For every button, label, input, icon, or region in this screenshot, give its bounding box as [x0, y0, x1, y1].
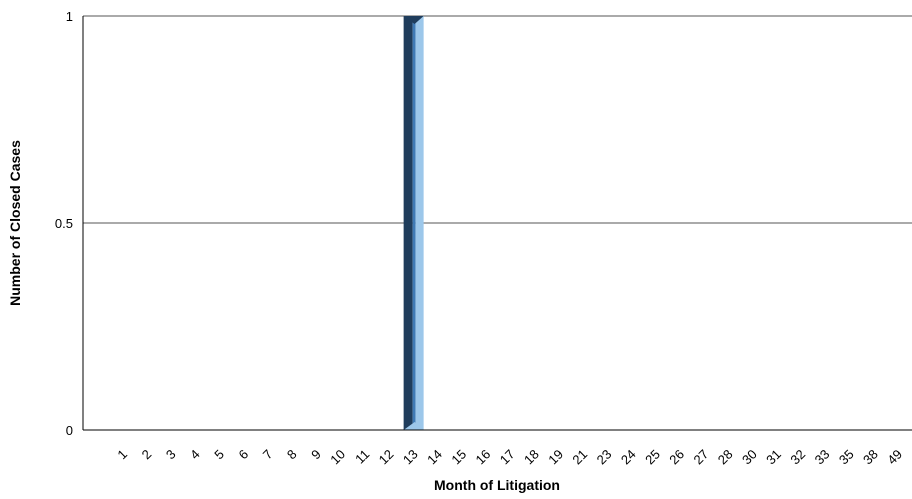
x-tick-label: 15 — [448, 447, 469, 468]
x-tick-label: 2 — [139, 447, 155, 463]
bar-13 — [403, 16, 424, 430]
x-tick-label: 27 — [691, 447, 712, 468]
grid-lines — [83, 15, 912, 224]
x-tick-label: 49 — [884, 447, 905, 468]
y-tick-label: 0 — [66, 423, 73, 438]
y-axis-title: Number of Closed Cases — [7, 140, 23, 306]
x-tick-label: 13 — [400, 447, 421, 468]
x-tick-label: 10 — [327, 447, 348, 468]
x-tick-label: 35 — [836, 447, 857, 468]
y-tick-labels: 00.51 — [55, 9, 73, 438]
x-tick-label: 28 — [715, 447, 736, 468]
x-tick-label: 23 — [594, 447, 615, 468]
x-tick-label: 1 — [114, 447, 130, 463]
x-tick-labels: 1 2 3 4 5 6 7 8 9 10 11 12 13 14 15 16 17 18 19 21 23 24 25 26 2… — [114, 447, 905, 468]
x-tick-label: 26 — [666, 447, 687, 468]
x-tick-label: 18 — [521, 447, 542, 468]
x-tick-label: 7 — [260, 447, 276, 463]
x-tick-label: 5 — [211, 447, 227, 463]
x-tick-label: 31 — [763, 447, 784, 468]
x-tick-label: 16 — [473, 447, 494, 468]
x-tick-label: 24 — [618, 447, 639, 468]
y-tick-label: 0.5 — [55, 216, 73, 231]
x-tick-label: 19 — [545, 447, 566, 468]
x-tick-label: 6 — [235, 447, 251, 463]
x-tick-label: 8 — [284, 447, 300, 463]
x-tick-label: 3 — [163, 447, 179, 463]
x-tick-label: 38 — [860, 447, 881, 468]
x-tick-label: 17 — [497, 447, 518, 468]
x-tick-label: 9 — [308, 447, 324, 463]
y-tick-label: 1 — [66, 9, 73, 24]
x-tick-label: 12 — [376, 447, 397, 468]
x-tick-label: 11 — [352, 447, 372, 467]
x-tick-label: 14 — [424, 447, 445, 468]
x-tick-label: 4 — [187, 447, 203, 463]
x-tick-label: 30 — [739, 447, 760, 468]
x-tick-label: 32 — [787, 447, 808, 468]
bars — [403, 16, 424, 430]
x-tick-label: 25 — [642, 447, 663, 468]
x-tick-label: 21 — [569, 447, 590, 468]
x-axis-title: Month of Litigation — [434, 477, 560, 493]
x-tick-label: 33 — [812, 447, 833, 468]
axes — [82, 16, 912, 431]
